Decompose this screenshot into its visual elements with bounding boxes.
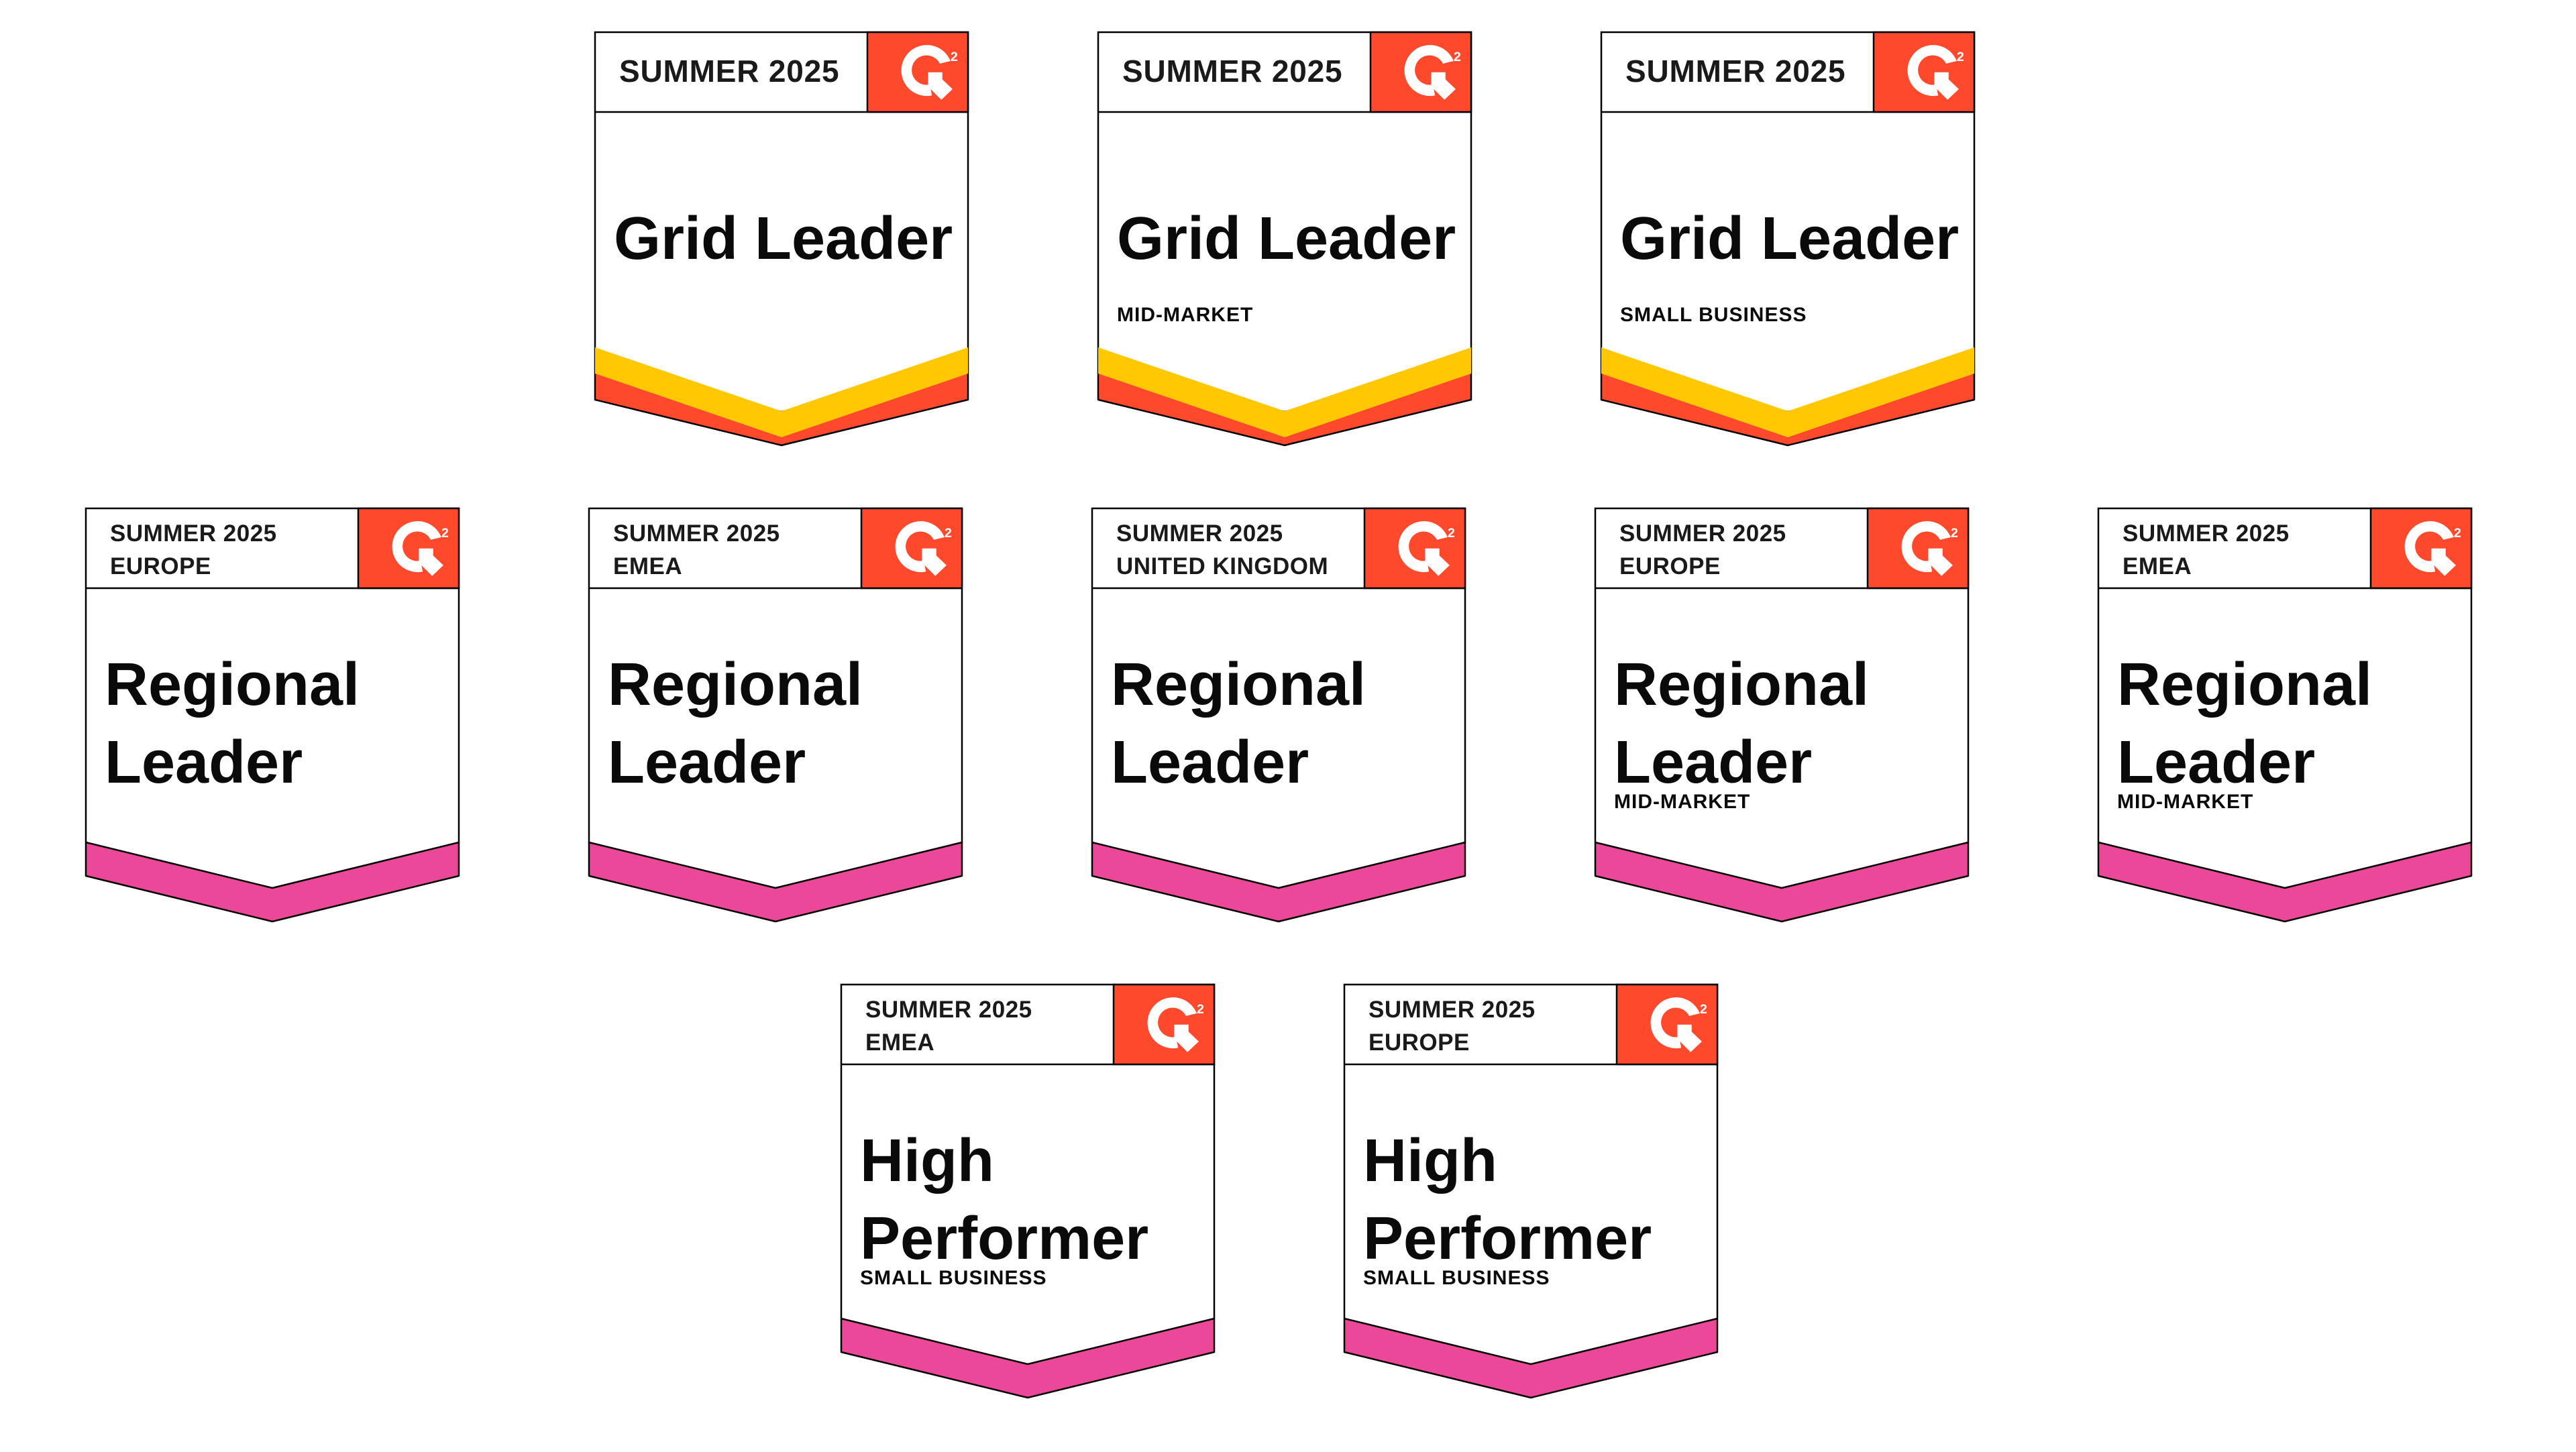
svg-text:SUMMER 2025: SUMMER 2025: [2123, 520, 2290, 547]
svg-text:SUMMER 2025: SUMMER 2025: [1625, 54, 1845, 89]
svg-text:EUROPE: EUROPE: [1368, 1029, 1470, 1056]
svg-text:Regional: Regional: [105, 651, 360, 718]
svg-text:SMALL BUSINESS: SMALL BUSINESS: [1620, 304, 1807, 326]
svg-text:UNITED KINGDOM: UNITED KINGDOM: [1116, 553, 1328, 579]
svg-text:Performer: Performer: [860, 1205, 1148, 1272]
svg-text:Grid Leader: Grid Leader: [1117, 205, 1456, 272]
svg-text:EMEA: EMEA: [2123, 553, 2192, 579]
svg-text:Leader: Leader: [2117, 729, 2315, 796]
svg-text:EMEA: EMEA: [613, 553, 682, 579]
svg-text:Regional: Regional: [1614, 651, 1869, 718]
svg-text:SUMMER 2025: SUMMER 2025: [865, 997, 1032, 1023]
svg-text:SUMMER 2025: SUMMER 2025: [613, 520, 780, 547]
svg-text:High: High: [860, 1127, 994, 1194]
svg-text:SUMMER 2025: SUMMER 2025: [1116, 520, 1283, 547]
svg-text:EMEA: EMEA: [865, 1029, 934, 1056]
svg-text:Leader: Leader: [1111, 729, 1309, 796]
svg-text:2: 2: [1700, 1002, 1707, 1017]
svg-text:Grid Leader: Grid Leader: [1620, 205, 1959, 272]
svg-text:2: 2: [1957, 50, 1964, 64]
svg-text:2: 2: [1197, 1002, 1204, 1017]
svg-text:Grid Leader: Grid Leader: [614, 205, 953, 272]
svg-text:2: 2: [1448, 526, 1455, 541]
svg-text:MID-MARKET: MID-MARKET: [1614, 791, 1750, 813]
svg-text:Regional: Regional: [1111, 651, 1366, 718]
svg-text:Regional: Regional: [608, 651, 863, 718]
svg-text:MID-MARKET: MID-MARKET: [1117, 304, 1253, 326]
svg-text:SUMMER 2025: SUMMER 2025: [110, 520, 277, 547]
svg-text:SUMMER 2025: SUMMER 2025: [1368, 997, 1536, 1023]
svg-text:High: High: [1363, 1127, 1497, 1194]
svg-text:Leader: Leader: [105, 729, 303, 796]
svg-text:SUMMER 2025: SUMMER 2025: [1122, 54, 1342, 89]
svg-text:Regional: Regional: [2117, 651, 2372, 718]
svg-text:EUROPE: EUROPE: [110, 553, 211, 579]
svg-text:2: 2: [1454, 50, 1461, 64]
svg-text:2: 2: [951, 50, 958, 64]
svg-text:SMALL BUSINESS: SMALL BUSINESS: [860, 1267, 1046, 1289]
svg-text:Leader: Leader: [608, 729, 806, 796]
svg-text:2: 2: [441, 526, 449, 541]
svg-text:MID-MARKET: MID-MARKET: [2117, 791, 2253, 813]
svg-text:SUMMER 2025: SUMMER 2025: [1619, 520, 1786, 547]
svg-text:2: 2: [1951, 526, 1958, 541]
svg-text:SMALL BUSINESS: SMALL BUSINESS: [1363, 1267, 1550, 1289]
svg-text:2: 2: [945, 526, 952, 541]
svg-text:SUMMER 2025: SUMMER 2025: [619, 54, 839, 89]
svg-text:EUROPE: EUROPE: [1619, 553, 1721, 579]
svg-text:Leader: Leader: [1614, 729, 1812, 796]
svg-text:Performer: Performer: [1363, 1205, 1652, 1272]
svg-text:2: 2: [2454, 526, 2461, 541]
